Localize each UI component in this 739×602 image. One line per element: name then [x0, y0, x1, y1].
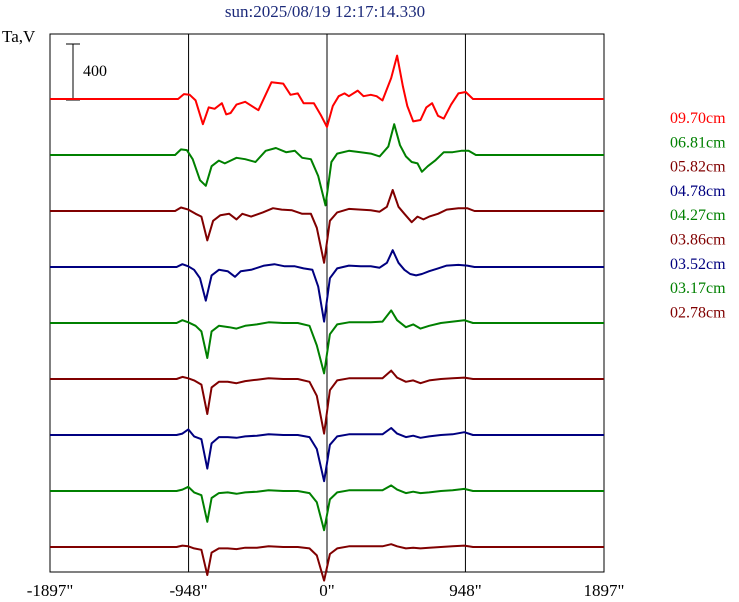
x-tick-label: 1897": [584, 581, 625, 600]
x-tick-label: 0": [319, 581, 334, 600]
series-line-03.86cm: [50, 369, 604, 435]
series-line-05.82cm: [50, 189, 604, 264]
scale-bar: 400: [66, 43, 107, 101]
legend-entry: 03.17cm: [670, 280, 726, 297]
legend-entry: 06.81cm: [670, 134, 726, 151]
legend-entry: 04.78cm: [670, 183, 726, 200]
legend-entry: 09.70cm: [670, 110, 726, 127]
x-tick-labels: -1897" -948" 0" 948" 1897": [27, 581, 625, 600]
y-axis-label: Ta,V: [2, 27, 36, 46]
series-line-09.70cm: [50, 54, 604, 128]
series-line-02.78cm: [50, 543, 604, 582]
series-line-03.17cm: [50, 484, 604, 532]
series-layer: [50, 54, 604, 582]
scale-bar-label: 400: [83, 63, 107, 80]
x-tick-label: 948": [449, 581, 481, 600]
legend: 09.70cm 06.81cm 05.82cm 04.78cm 04.27cm 03.86…: [670, 110, 726, 321]
series-line-04.27cm: [50, 309, 604, 375]
legend-entry: 02.78cm: [670, 304, 726, 321]
series-line-03.52cm: [50, 427, 604, 483]
series-line-04.78cm: [50, 249, 604, 323]
x-tick-label: -1897": [27, 581, 74, 600]
series-line-06.81cm: [50, 123, 604, 207]
legend-entry: 03.52cm: [670, 256, 726, 273]
legend-entry: 04.27cm: [670, 207, 726, 224]
legend-entry: 05.82cm: [670, 159, 726, 176]
chart-title: sun:2025/08/19 12:17:14.330: [225, 2, 425, 21]
legend-entry: 03.86cm: [670, 232, 726, 249]
x-tick-label: -948": [170, 581, 208, 600]
